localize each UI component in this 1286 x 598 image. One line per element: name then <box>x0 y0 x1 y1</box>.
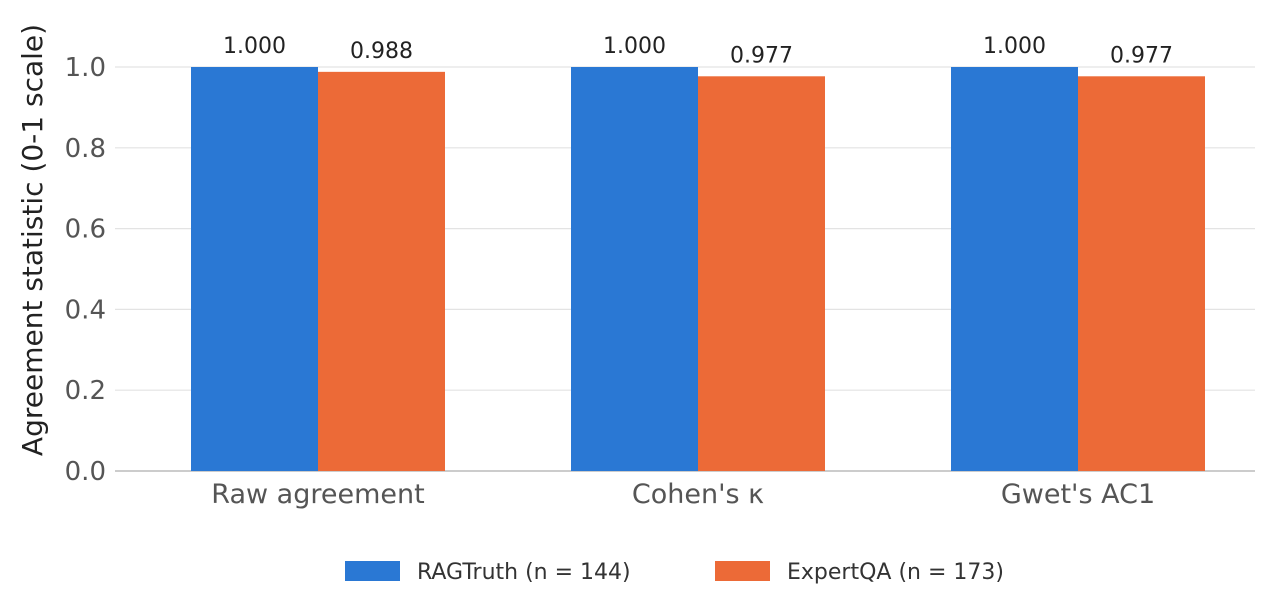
bar <box>191 67 318 471</box>
bars <box>191 67 1205 472</box>
x-category-label: Raw agreement <box>211 479 424 510</box>
legend-label: ExpertQA (n = 173) <box>787 560 1004 585</box>
bar <box>1078 76 1205 472</box>
y-tick-label: 0.2 <box>65 376 106 406</box>
x-category-labels: Raw agreement Cohen's κ Gwet's AC1 <box>211 479 1155 510</box>
y-tick-label: 0.0 <box>65 457 106 487</box>
y-tick-labels: 0.0 0.2 0.4 0.6 0.8 1.0 <box>65 53 106 487</box>
legend-swatch <box>345 561 400 581</box>
data-label: 0.988 <box>350 39 413 64</box>
y-tick-label: 0.4 <box>65 295 106 325</box>
y-tick-label: 1.0 <box>65 53 106 83</box>
x-category-label: Cohen's κ <box>632 479 764 510</box>
x-category-label: Gwet's AC1 <box>1001 479 1155 510</box>
data-label: 0.977 <box>730 43 793 68</box>
data-label: 1.000 <box>223 34 286 59</box>
data-label: 0.977 <box>1110 43 1173 68</box>
y-axis-label: Agreement statistic (0-1 scale) <box>16 24 49 456</box>
bar <box>698 76 825 472</box>
y-tick-label: 0.6 <box>65 215 106 245</box>
bar <box>318 71 445 472</box>
legend: RAGTruth (n = 144) ExpertQA (n = 173) <box>345 560 1004 585</box>
data-label: 1.000 <box>603 34 666 59</box>
data-labels: 1.000 0.988 1.000 0.977 1.000 0.977 <box>223 34 1173 68</box>
y-tick-label: 0.8 <box>65 134 106 164</box>
legend-label: RAGTruth (n = 144) <box>417 560 631 585</box>
data-label: 1.000 <box>983 34 1046 59</box>
legend-swatch <box>715 561 770 581</box>
bar <box>951 67 1078 471</box>
bar <box>571 67 698 471</box>
